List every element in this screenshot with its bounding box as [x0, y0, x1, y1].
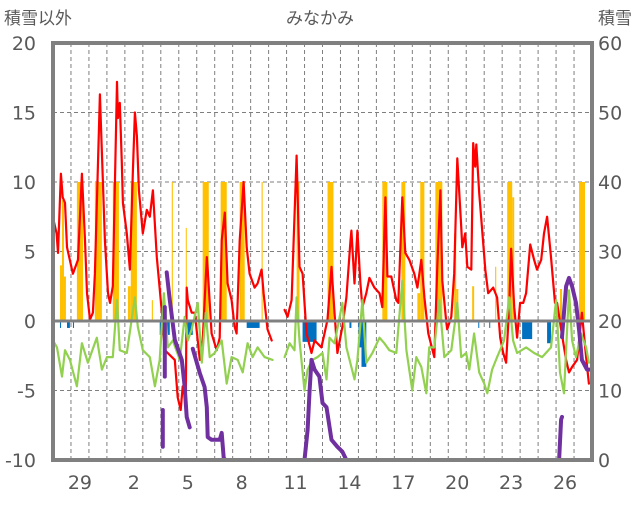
yellow-bar — [472, 286, 475, 321]
right-y-tick-label: 40 — [598, 172, 622, 194]
blue-bar — [187, 321, 193, 335]
right-y-tick-label: 60 — [598, 33, 622, 55]
left-y-tick-label: -10 — [5, 450, 36, 472]
x-tick-label: 2 — [128, 472, 140, 494]
x-tick-label: 20 — [445, 472, 469, 494]
red-series-line — [52, 80, 273, 412]
blue-bar — [246, 321, 260, 328]
yellow-bar — [151, 300, 153, 321]
purple-series-line — [164, 270, 192, 430]
right-y-tick-label: 0 — [598, 450, 610, 472]
left-y-tick-label: 5 — [24, 242, 36, 264]
purple-series-line — [190, 346, 277, 462]
yellow-bar — [63, 276, 66, 321]
yellow-bar — [512, 197, 515, 321]
yellow-bar — [239, 182, 245, 321]
yellow-bar — [185, 227, 187, 321]
yellow-bar — [579, 182, 585, 321]
yellow-bar — [94, 182, 102, 321]
right-y-tick-label: 50 — [598, 103, 622, 125]
x-tick-label: 17 — [391, 472, 415, 494]
purple-series-line — [560, 275, 592, 372]
x-tick-label: 29 — [68, 472, 92, 494]
yellow-bar — [420, 182, 425, 321]
green-series-line — [51, 292, 274, 388]
left-y-tick-label: 10 — [12, 172, 36, 194]
left-y-tick-label: 0 — [24, 311, 36, 333]
yellow-bar — [507, 182, 513, 321]
blue-bar — [478, 321, 480, 328]
blue-bar — [522, 321, 533, 340]
yellow-bar — [61, 200, 64, 321]
yellow-bar — [171, 182, 173, 321]
yellow-bar — [60, 265, 62, 321]
x-tick-label: 26 — [553, 472, 577, 494]
yellow-bar — [261, 182, 263, 321]
blue-bar — [547, 321, 552, 344]
yellow-bar — [112, 182, 119, 321]
green-series-line — [283, 279, 591, 395]
yellow-bar — [417, 293, 421, 321]
blue-bar — [349, 321, 352, 328]
blue-bar — [361, 321, 367, 367]
right-y-tick-label: 30 — [598, 242, 622, 264]
blue-bar — [302, 321, 317, 342]
yellow-bar — [130, 182, 137, 321]
yellow-bar — [560, 289, 562, 321]
tick-labels: 20 60 15 50 10 40 5 30 0 20 -5 10 -10 0 29 2 5 8 11 14 17 20 2… — [5, 33, 622, 494]
left-axis-title: 積雪以外 — [4, 9, 72, 29]
yellow-bar — [454, 233, 457, 321]
left-y-tick-label: -5 — [17, 381, 36, 403]
x-tick-label: 5 — [182, 472, 194, 494]
yellow-bar — [220, 182, 227, 321]
chart-title: みなかみ — [286, 9, 354, 29]
right-y-tick-label: 10 — [598, 381, 622, 403]
series-lines — [51, 80, 592, 462]
blue-bar — [489, 321, 491, 328]
plot-frame — [51, 41, 594, 462]
yellow-bar — [401, 182, 406, 321]
x-tick-label: 14 — [337, 472, 361, 494]
yellow-bar — [202, 182, 209, 321]
x-tick-label: 11 — [283, 472, 307, 494]
x-tick-label: 23 — [499, 472, 523, 494]
blue-bar — [60, 321, 62, 328]
left-y-tick-label: 15 — [12, 103, 36, 125]
yellow-bar — [327, 182, 334, 321]
right-y-tick-label: 20 — [598, 311, 622, 333]
yellow-bar — [127, 286, 131, 321]
blue-bar — [72, 321, 75, 328]
blue-bar — [67, 321, 70, 328]
left-y-tick-label: 20 — [12, 33, 36, 55]
axes — [51, 41, 594, 462]
x-tick-label: 8 — [236, 472, 248, 494]
yellow-bar — [76, 182, 84, 321]
right-axis-title: 積雪 — [598, 9, 632, 29]
